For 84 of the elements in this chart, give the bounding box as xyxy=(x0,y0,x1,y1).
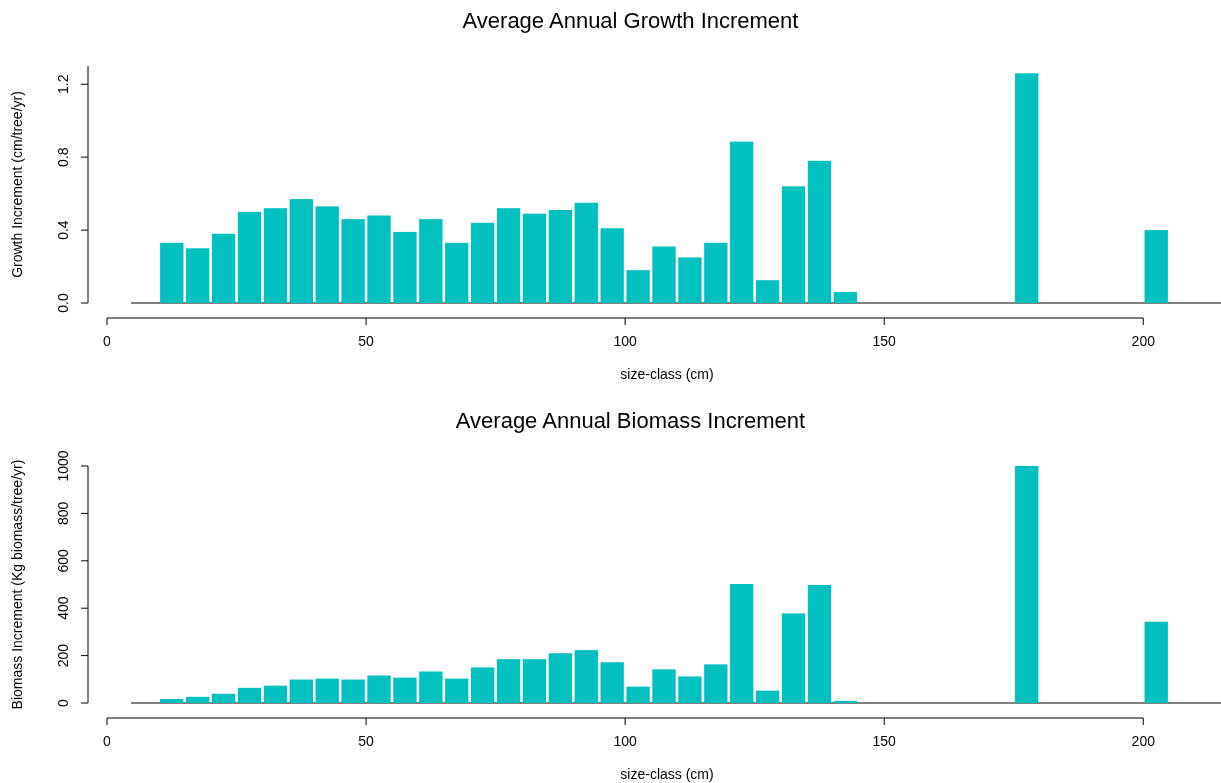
y-tick-label: 0.4 xyxy=(55,220,71,240)
y-tick-label: 800 xyxy=(55,501,71,526)
bar xyxy=(470,667,495,703)
bar xyxy=(1015,466,1039,703)
bar xyxy=(600,228,624,303)
bar xyxy=(315,678,339,703)
bar xyxy=(341,219,365,303)
bar xyxy=(678,676,702,703)
bar xyxy=(548,210,573,303)
chart-title: Average Annual Growth Increment xyxy=(462,8,799,33)
x-axis-title: size-class (cm) xyxy=(620,366,714,382)
bar xyxy=(237,211,262,303)
bar xyxy=(393,677,417,703)
x-tick-label: 100 xyxy=(613,333,638,349)
bar xyxy=(548,653,573,703)
bar xyxy=(781,613,806,703)
bar xyxy=(522,213,547,303)
bar xyxy=(807,584,832,703)
x-tick-label: 100 xyxy=(613,733,638,749)
bar xyxy=(289,199,313,303)
bar xyxy=(600,662,624,703)
bar xyxy=(730,584,754,703)
x-tick-label: 200 xyxy=(1131,333,1156,349)
bar xyxy=(419,671,443,703)
chart-title: Average Annual Biomass Increment xyxy=(455,408,806,433)
bar xyxy=(160,698,184,703)
x-tick-label: 0 xyxy=(103,733,112,749)
x-tick-label: 150 xyxy=(872,333,897,349)
y-tick-label: 0.0 xyxy=(55,293,71,313)
bar xyxy=(704,664,728,703)
bar xyxy=(574,202,598,303)
bar xyxy=(626,686,650,703)
bar xyxy=(419,219,443,303)
y-tick-label: 0.8 xyxy=(55,147,71,167)
bar xyxy=(652,669,676,703)
bar xyxy=(522,659,547,703)
y-tick-label: 0 xyxy=(55,698,71,707)
bar xyxy=(574,650,598,703)
bar xyxy=(367,675,391,703)
x-tick-label: 50 xyxy=(358,333,375,349)
bar xyxy=(341,679,365,703)
bar xyxy=(393,231,417,303)
bar xyxy=(833,292,858,303)
bar xyxy=(211,233,236,303)
bar xyxy=(470,222,495,303)
bar xyxy=(626,270,650,303)
y-tick-label: 1.2 xyxy=(55,74,71,94)
bar xyxy=(186,696,210,703)
x-tick-label: 0 xyxy=(103,333,112,349)
bar xyxy=(315,206,339,303)
y-axis-title: Biomass Increment (Kg biomass/tree/yr) xyxy=(9,459,25,710)
bar xyxy=(755,690,780,703)
bar xyxy=(755,280,780,303)
bar xyxy=(1015,73,1039,303)
bar xyxy=(807,160,832,303)
bar xyxy=(496,659,521,703)
bar xyxy=(186,248,210,303)
bar xyxy=(289,679,313,703)
bar xyxy=(704,242,728,303)
bar xyxy=(263,208,288,303)
bar xyxy=(730,141,754,303)
bar xyxy=(1144,230,1168,303)
bar xyxy=(211,693,236,703)
bar xyxy=(263,685,288,703)
bar xyxy=(496,208,521,303)
x-tick-label: 200 xyxy=(1131,733,1156,749)
y-tick-label: 600 xyxy=(55,548,71,573)
bar xyxy=(781,186,806,303)
y-tick-label: 400 xyxy=(55,596,71,620)
bar xyxy=(678,257,702,303)
bar xyxy=(1144,621,1168,703)
x-tick-label: 150 xyxy=(872,733,897,749)
bar xyxy=(833,700,858,703)
y-tick-label: 1000 xyxy=(55,450,71,482)
bar xyxy=(445,242,469,303)
bar xyxy=(652,246,676,303)
bar xyxy=(445,678,469,703)
y-axis-title: Growth Increment (cm/tree/yr) xyxy=(9,91,25,278)
y-tick-label: 200 xyxy=(55,643,71,668)
bar xyxy=(237,687,262,703)
bar xyxy=(367,215,391,303)
bar xyxy=(160,242,184,303)
x-tick-label: 50 xyxy=(358,733,375,749)
x-axis-title: size-class (cm) xyxy=(620,766,714,782)
